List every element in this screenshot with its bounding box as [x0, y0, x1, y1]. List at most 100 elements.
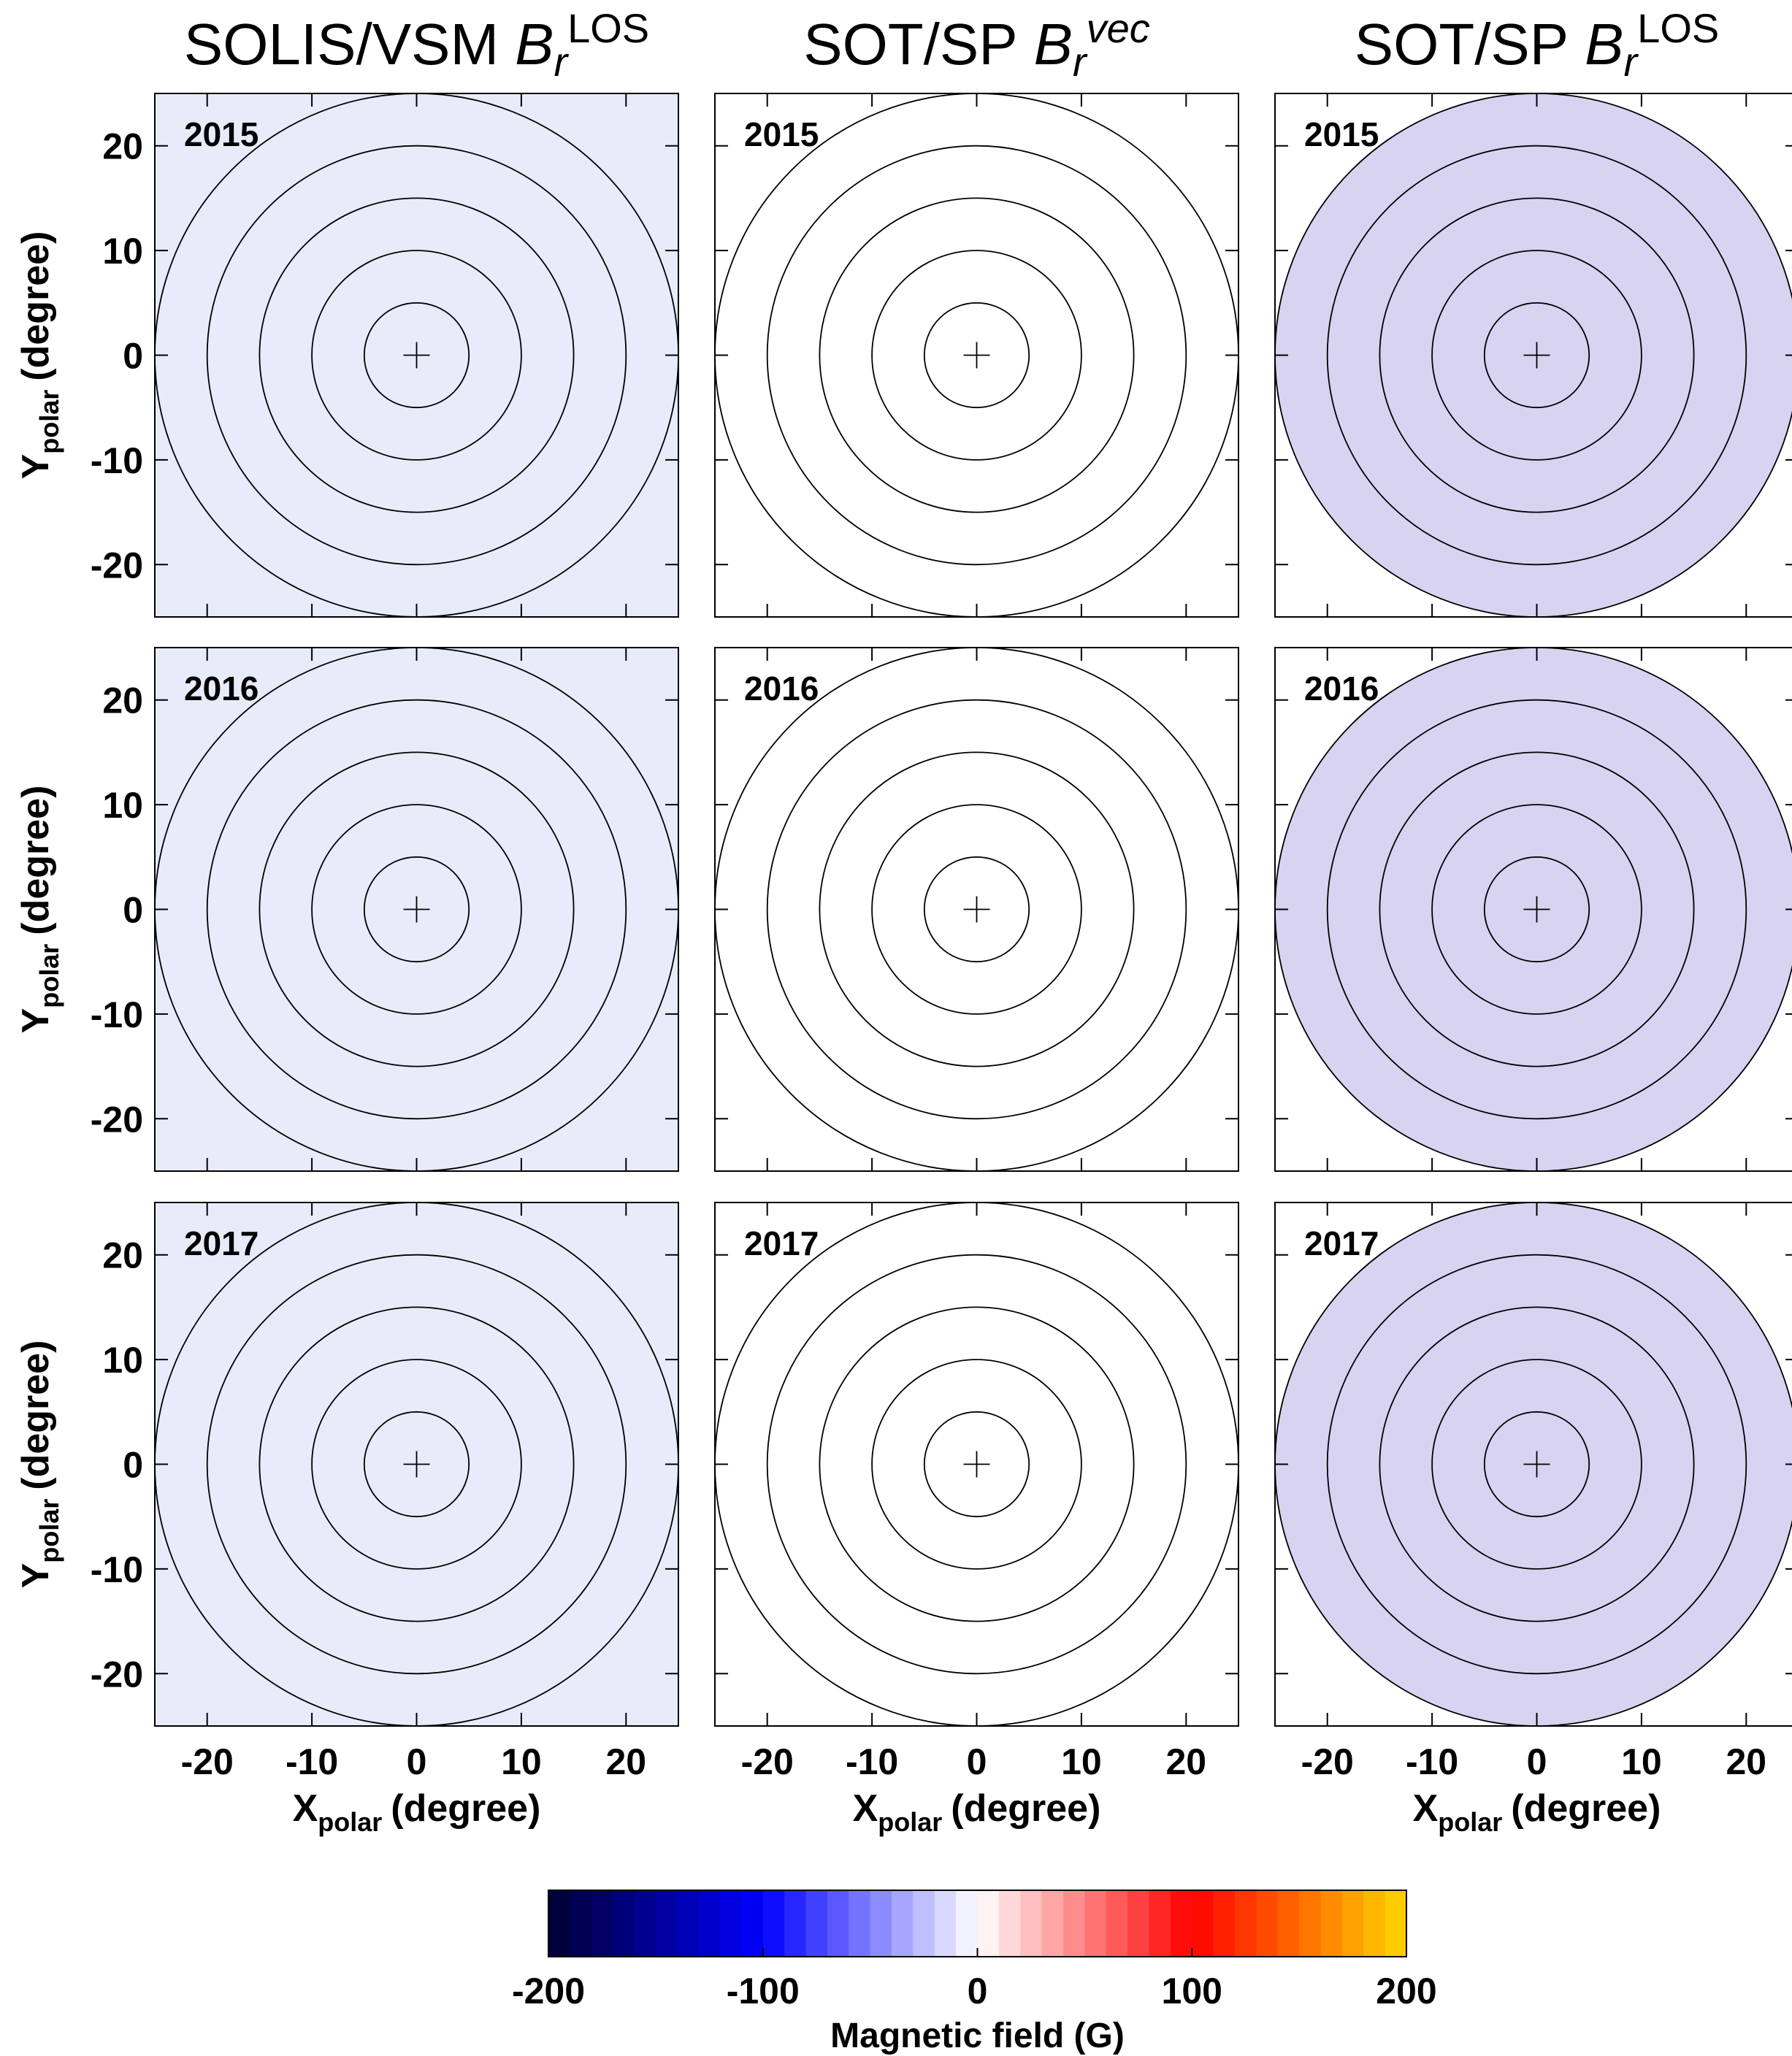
latitude-circle [363, 302, 470, 409]
label-subscript: polar [318, 1807, 382, 1837]
title-subscript: r [1624, 39, 1639, 85]
colorbar-segment [677, 1890, 700, 1957]
colorbar-segment [570, 1890, 592, 1957]
title-symbol: B [1585, 12, 1623, 77]
x-tick-label: 0 [407, 1741, 427, 1782]
colorbar-segment [548, 1890, 570, 1957]
label-subscript: polar [34, 944, 64, 1008]
y-tick-label: 10 [102, 1340, 143, 1381]
colorbar-segment [1235, 1890, 1257, 1957]
year-label: 2015 [1304, 115, 1379, 153]
x-tick-label: 10 [1621, 1741, 1662, 1782]
latitude-circle [1379, 197, 1695, 513]
latitude-circle [871, 250, 1082, 461]
latitude-circle [871, 1359, 1082, 1570]
year-label: 2016 [1304, 670, 1379, 707]
colorbar-segment [1320, 1890, 1343, 1957]
colorbar-segment [870, 1890, 892, 1957]
y-tick-label: -20 [91, 1654, 143, 1695]
colorbar-segment [1170, 1890, 1192, 1957]
colorbar-segment [613, 1890, 635, 1957]
colorbar-segment [784, 1890, 807, 1957]
latitude-circle [259, 1306, 575, 1622]
colorbar-segment [1277, 1890, 1300, 1957]
latitude-circle [1326, 145, 1747, 566]
colorbar-segment [720, 1890, 742, 1957]
latitude-circle [819, 1306, 1135, 1622]
colorbar-segment [1149, 1890, 1171, 1957]
latitude-circle [259, 197, 575, 513]
latitude-circle [1379, 751, 1695, 1067]
colorbar-segment [762, 1890, 785, 1957]
y-tick-label: -10 [91, 440, 143, 481]
label-main: Y [15, 1563, 57, 1589]
latitude-circle [923, 1411, 1030, 1518]
title-subscript: r [554, 39, 569, 85]
y-tick-label: 20 [102, 680, 143, 721]
y-axis-label: Ypolar (degree) [15, 786, 64, 1034]
label-subscript: polar [34, 1499, 64, 1563]
panel: 2016 [1274, 647, 1792, 1172]
colorbar-segment [1213, 1890, 1236, 1957]
year-label: 2015 [744, 115, 819, 153]
latitude-circle [206, 1254, 627, 1675]
colorbar-segment [1063, 1890, 1085, 1957]
latitude-circle [311, 804, 522, 1015]
colorbar-segment [698, 1890, 721, 1957]
year-label: 2016 [184, 670, 259, 707]
colorbar-segment [741, 1890, 764, 1957]
latitude-circle [1326, 699, 1747, 1120]
x-tick-label: 10 [1061, 1741, 1102, 1782]
label-subscript: polar [1438, 1807, 1502, 1837]
colorbar-segment [892, 1890, 914, 1957]
panel: -20 -10 0 10 20 2015 Ypolar (degree) [15, 93, 679, 618]
latitude-circle [1431, 250, 1642, 461]
latitude-circle [1379, 1306, 1695, 1622]
title-text: SOT/SP [1355, 12, 1569, 77]
latitude-circle [206, 699, 627, 1120]
latitude-circle [1431, 1359, 1642, 1570]
x-tick-label: 20 [1165, 1741, 1206, 1782]
column-title: SOT/SP BrLOS [1355, 5, 1719, 85]
panel: 2015 [1274, 93, 1792, 618]
year-label: 2015 [184, 115, 259, 153]
colorbar-segment [1192, 1890, 1214, 1957]
title-symbol: B [515, 12, 554, 77]
y-tick-label: -10 [91, 1549, 143, 1590]
y-tick-label: 10 [102, 785, 143, 826]
x-tick-label: -20 [1301, 1741, 1354, 1782]
panel: 2015 [714, 93, 1239, 618]
colorbar-label: Magnetic field (G) [830, 2017, 1125, 2055]
colorbar-segment [1020, 1890, 1043, 1957]
x-tick-label: 20 [605, 1741, 646, 1782]
latitude-circle [766, 699, 1187, 1120]
colorbar-tick-label: 100 [1162, 1971, 1222, 2011]
x-tick-label: 10 [501, 1741, 542, 1782]
colorbar-segment [634, 1890, 656, 1957]
latitude-circle [1326, 1254, 1747, 1675]
year-label: 2016 [744, 670, 819, 707]
latitude-circle [311, 250, 522, 461]
colorbar-segment [977, 1890, 1000, 1957]
x-axis-label: Xpolar (degree) [293, 1787, 541, 1837]
y-tick-label: 0 [123, 1445, 143, 1486]
latitude-circle [766, 145, 1187, 566]
latitude-circle [871, 804, 1082, 1015]
title-symbol: B [1034, 12, 1073, 77]
colorbar-segment [1341, 1890, 1364, 1957]
latitude-circle [923, 856, 1030, 963]
latitude-circle [259, 751, 575, 1067]
label-rest: (degree) [391, 1787, 540, 1830]
latitude-circle [819, 751, 1135, 1067]
label-main: X [1413, 1787, 1439, 1830]
colorbar-segment [827, 1890, 849, 1957]
colorbar-tick-label: -100 [727, 1971, 800, 2011]
y-tick-label: 0 [123, 336, 143, 377]
title-text: SOT/SP [803, 12, 1017, 77]
latitude-circle [363, 1411, 470, 1518]
y-tick-label: -10 [91, 994, 143, 1035]
x-tick-label: 0 [967, 1741, 987, 1782]
y-axis-label: Ypolar (degree) [15, 1340, 64, 1589]
colorbar-tick-label: 0 [968, 1971, 988, 2011]
